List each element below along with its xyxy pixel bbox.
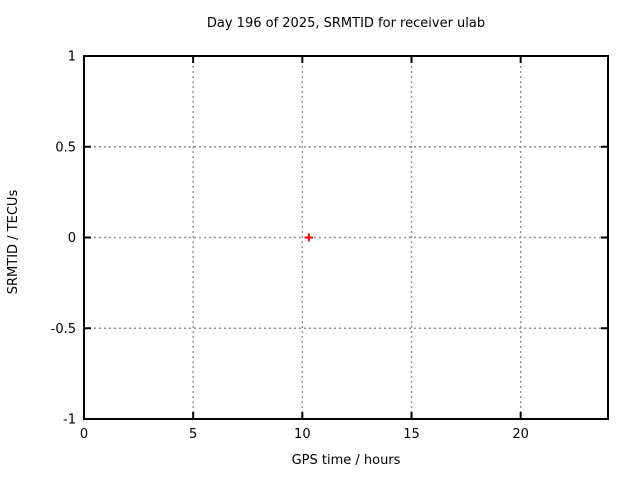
data-point-plus-marker: [304, 233, 313, 242]
x-tick-label-20: 20: [512, 427, 529, 442]
x-tick-label-0: 0: [80, 427, 88, 442]
y-tick-label-0: 0: [68, 231, 76, 246]
plot-frame: [83, 55, 609, 420]
chart-title: Day 196 of 2025, SRMTID for receiver ula…: [206, 16, 486, 31]
x-tick-label-10: 10: [294, 427, 311, 442]
y-tick-label-1: 1: [68, 50, 76, 65]
x-tick-label-5: 5: [189, 427, 197, 442]
y-tick-label--0.5: -0.5: [51, 322, 76, 337]
x-axis-label: GPS time / hours: [291, 453, 401, 468]
y-tick-label--1: -1: [63, 413, 76, 428]
y-tick-label-0.5: 0.5: [55, 140, 76, 155]
x-tick-label-15: 15: [403, 427, 420, 442]
